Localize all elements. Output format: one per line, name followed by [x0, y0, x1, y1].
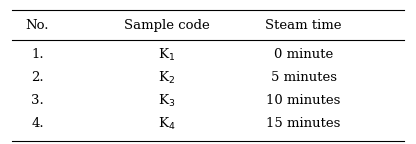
Text: No.: No.: [26, 19, 49, 32]
Text: Sample code: Sample code: [124, 19, 209, 32]
Text: 2.: 2.: [31, 71, 44, 84]
Text: Steam time: Steam time: [265, 19, 342, 32]
Text: K$_1$: K$_1$: [158, 47, 175, 63]
Text: 5 minutes: 5 minutes: [271, 71, 337, 84]
Text: 10 minutes: 10 minutes: [267, 94, 341, 107]
Text: K$_3$: K$_3$: [158, 93, 175, 109]
Text: 15 minutes: 15 minutes: [267, 117, 341, 130]
Text: 4.: 4.: [31, 117, 44, 130]
Text: 0 minute: 0 minute: [274, 48, 333, 61]
Text: K$_4$: K$_4$: [158, 116, 175, 132]
Text: K$_2$: K$_2$: [158, 70, 175, 86]
Text: 1.: 1.: [31, 48, 44, 61]
Text: 3.: 3.: [31, 94, 44, 107]
